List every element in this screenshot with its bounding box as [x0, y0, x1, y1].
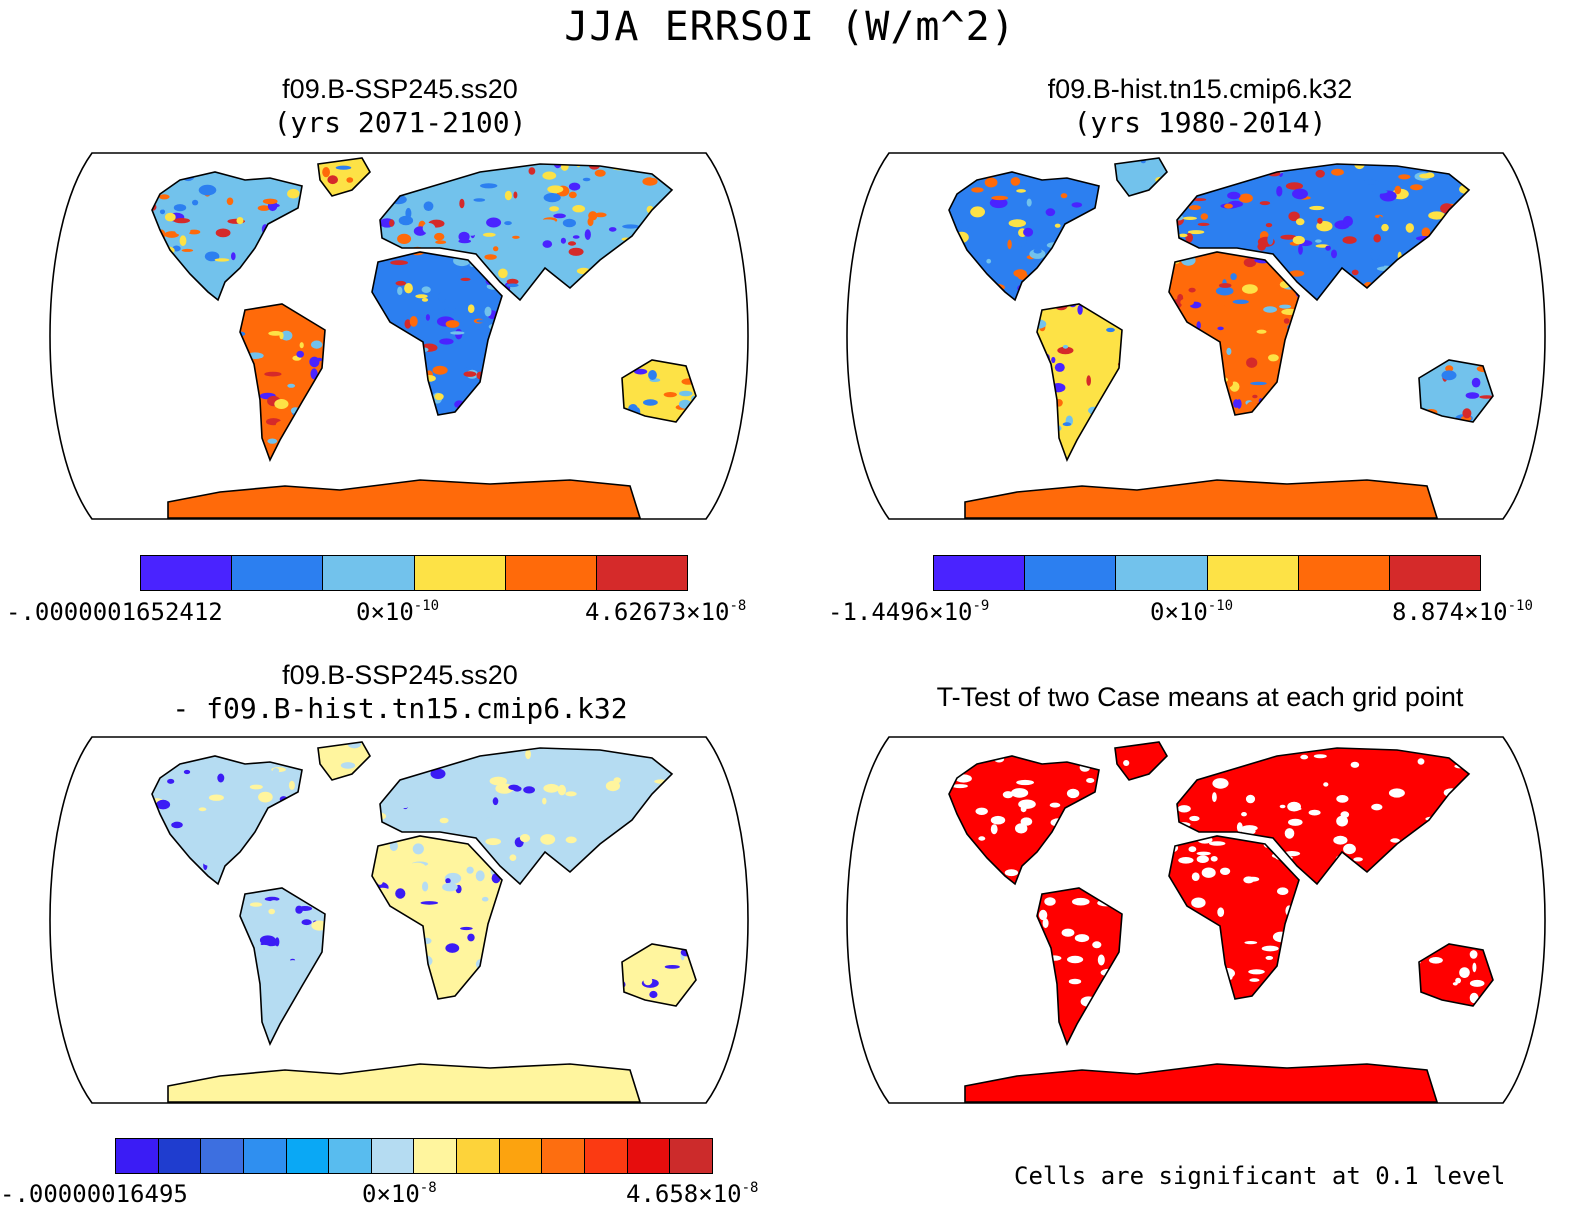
- colorbar-swatch: [542, 1139, 586, 1173]
- coastline-africa: [1168, 835, 1300, 1000]
- map-frame: [49, 736, 749, 1104]
- coastline-africa: [371, 251, 503, 416]
- continent-antarctica-fill: [168, 480, 640, 518]
- continent-greenland-fill: [1115, 158, 1167, 196]
- panel3-title: f09.B-SSP245.ss20: [282, 660, 518, 690]
- continent-antarctica-fill: [965, 1064, 1437, 1102]
- coastline-australia: [621, 359, 697, 423]
- coastline-south-america: [239, 887, 326, 1047]
- panel1-colorbar-mid-label: 0×10-10: [356, 598, 440, 626]
- map-frame: [846, 152, 1546, 520]
- coastline-antarctica: [964, 479, 1439, 519]
- continent-antarctica-fill: [965, 480, 1437, 518]
- continent-australia-fill: [622, 944, 696, 1006]
- colorbar-swatch: [158, 1139, 202, 1173]
- continent-eurasia-fill: [1177, 748, 1469, 884]
- panel4-title: T-Test of two Case means at each grid po…: [936, 682, 1464, 712]
- colorbar-swatch: [499, 1139, 543, 1173]
- coastline-eurasia: [1176, 163, 1471, 302]
- continent-greenland-fill: [318, 158, 370, 196]
- panel3-colorbar-mid-label: 0×10-8: [362, 1180, 437, 1208]
- colorbar-swatch: [505, 556, 597, 590]
- coastline-australia: [1418, 943, 1494, 1007]
- coastline-africa: [371, 835, 503, 1000]
- colorbar-swatch: [323, 556, 415, 590]
- coastline-north-america: [948, 755, 1100, 886]
- panel2-colorbar: [933, 555, 1481, 591]
- panel2-colorbar-min-label: -1.4496×10-9: [828, 598, 990, 626]
- panel4-note: Cells are significant at 0.1 level: [1014, 1162, 1506, 1190]
- panel2-subtitle: (yrs 1980-2014): [1073, 106, 1327, 139]
- coastline-north-america: [948, 171, 1100, 302]
- coastline-eurasia: [1176, 747, 1471, 886]
- map-frame: [846, 736, 1546, 1104]
- coastline-greenland: [317, 741, 371, 781]
- coastline-eurasia: [379, 747, 674, 886]
- colorbar-swatch: [1389, 556, 1481, 590]
- continent-africa-fill: [1169, 252, 1299, 415]
- coastline-greenland: [1114, 741, 1168, 781]
- panel1-subtitle: (yrs 2071-2100): [273, 106, 527, 139]
- coastline-eurasia: [379, 163, 674, 302]
- colorbar-swatch: [457, 1139, 500, 1173]
- colorbar-swatch: [201, 1139, 244, 1173]
- colorbar-swatch: [414, 1139, 458, 1173]
- continent-greenland-fill: [1115, 742, 1167, 780]
- colorbar-swatch: [243, 1139, 287, 1173]
- panel3-colorbar: [115, 1138, 713, 1174]
- panel4-map: [846, 736, 1546, 1104]
- colorbar-swatch: [141, 556, 233, 590]
- panel2-map: [846, 152, 1546, 520]
- coastline-north-america: [151, 755, 303, 886]
- figure-title: JJA ERRSOI (W/m^2): [564, 4, 1016, 50]
- continent-greenland-fill: [318, 742, 370, 780]
- colorbar-swatch: [585, 1139, 628, 1173]
- continent-africa-fill: [372, 836, 502, 999]
- continent-eurasia-fill: [380, 748, 672, 884]
- panel2-colorbar-mid-label: 0×10-10: [1150, 598, 1234, 626]
- continent-australia-fill: [1419, 360, 1493, 422]
- panel3-colorbar-max-label: 4.658×10-8: [626, 1180, 759, 1208]
- colorbar-swatch: [1116, 556, 1208, 590]
- colorbar-swatch: [232, 556, 324, 590]
- coastline-antarctica: [167, 479, 642, 519]
- coastline-south-america: [1036, 303, 1123, 463]
- panel2-title: f09.B-hist.tn15.cmip6.k32: [1047, 74, 1353, 104]
- panel1-map: [49, 152, 749, 520]
- coastline-africa: [1168, 251, 1300, 416]
- panel1-colorbar-min-label: -.0000001652412: [6, 598, 223, 626]
- colorbar-swatch: [596, 556, 688, 590]
- colorbar-swatch: [286, 1139, 330, 1173]
- panel1-colorbar: [140, 555, 688, 591]
- panel3-subtitle: - f09.B-hist.tn15.cmip6.k32: [172, 692, 628, 725]
- colorbar-swatch: [371, 1139, 415, 1173]
- coastline-australia: [621, 943, 697, 1007]
- colorbar-swatch: [116, 1139, 159, 1173]
- panel3-colorbar-min-label: -.00000016495: [0, 1180, 188, 1208]
- coastline-south-america: [239, 303, 326, 463]
- coastline-north-america: [151, 171, 303, 302]
- colorbar-swatch: [414, 556, 506, 590]
- map-frame: [49, 152, 749, 520]
- colorbar-swatch: [934, 556, 1026, 590]
- coastline-antarctica: [167, 1063, 642, 1103]
- panel3-map: [49, 736, 749, 1104]
- panel1-title: f09.B-SSP245.ss20: [282, 74, 518, 104]
- coastline-antarctica: [964, 1063, 1439, 1103]
- coastline-greenland: [317, 157, 371, 197]
- panel1-colorbar-max-label: 4.62673×10-8: [585, 598, 747, 626]
- colorbar-swatch: [627, 1139, 671, 1173]
- coastline-south-america: [1036, 887, 1123, 1047]
- colorbar-swatch: [329, 1139, 372, 1173]
- colorbar-swatch: [1298, 556, 1390, 590]
- panel2-colorbar-max-label: 8.874×10-10: [1392, 598, 1533, 626]
- coastline-australia: [1418, 359, 1494, 423]
- continent-antarctica-fill: [168, 1064, 640, 1102]
- continent-north-america-fill: [152, 756, 302, 884]
- colorbar-swatch: [1207, 556, 1299, 590]
- colorbar-swatch: [1025, 556, 1117, 590]
- colorbar-swatch: [670, 1139, 712, 1173]
- coastline-greenland: [1114, 157, 1168, 197]
